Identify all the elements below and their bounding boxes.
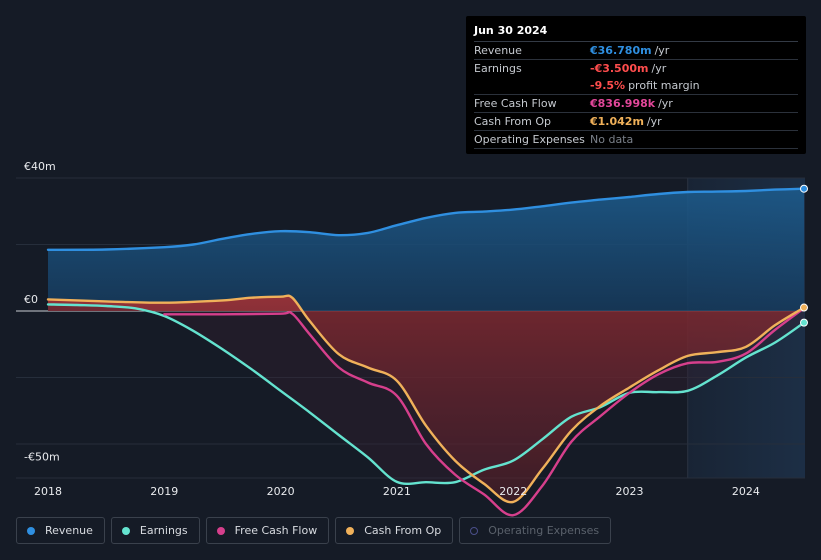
tooltip-panel: Jun 30 2024 Revenue €36.780m /yr Earning… bbox=[466, 16, 806, 154]
x-tick-label: 2023 bbox=[616, 485, 644, 498]
earnings-line bbox=[46, 303, 806, 486]
y-tick-label: €40m bbox=[24, 160, 56, 173]
y-tick-label: -€50m bbox=[24, 451, 60, 464]
tooltip-row-margin: -9.5% profit margin bbox=[474, 77, 798, 95]
tooltip-label: Free Cash Flow bbox=[474, 97, 557, 110]
legend-revenue[interactable]: Revenue bbox=[16, 517, 105, 544]
cash-from-op-area bbox=[48, 295, 804, 503]
cfo-dot-icon bbox=[346, 526, 355, 535]
x-tick-label: 2022 bbox=[499, 485, 527, 498]
tooltip-label: Earnings bbox=[474, 62, 522, 75]
cash-from-op-end-marker bbox=[800, 303, 808, 312]
legend-earnings[interactable]: Earnings bbox=[110, 517, 200, 544]
tooltip-label bbox=[474, 77, 590, 94]
tooltip-label: Operating Expenses bbox=[474, 133, 585, 146]
tooltip-unit: /yr bbox=[658, 97, 673, 110]
tooltip-row-earnings: Earnings -€3.500m /yr bbox=[474, 60, 798, 77]
x-tick-label: 2021 bbox=[383, 485, 411, 498]
fcf-dot-icon bbox=[216, 526, 225, 535]
cash-from-op-line bbox=[46, 294, 806, 504]
free-cash-flow-line bbox=[163, 307, 806, 517]
tooltip-label: Cash From Op bbox=[474, 115, 552, 128]
tooltip-row-cfo: Cash From Op €1.042m /yr bbox=[474, 113, 798, 131]
earnings-area bbox=[48, 304, 804, 484]
tooltip-value: €1.042m bbox=[590, 115, 644, 128]
revenue-line bbox=[46, 187, 806, 252]
legend-label: Free Cash Flow bbox=[234, 524, 318, 537]
legend-label: Operating Expenses bbox=[488, 524, 600, 537]
legend-cash-from-op[interactable]: Cash From Op bbox=[335, 517, 454, 544]
tooltip-label: Revenue bbox=[474, 44, 522, 57]
tooltip-row-fcf: Free Cash Flow €836.998k /yr bbox=[474, 95, 798, 113]
tooltip-unit: /yr bbox=[651, 62, 667, 75]
tooltip-date: Jun 30 2024 bbox=[474, 24, 798, 42]
legend: Revenue Earnings Free Cash Flow Cash Fro… bbox=[16, 517, 617, 544]
tooltip-row-opex: Operating Expenses No data bbox=[474, 131, 798, 149]
x-tick-label: 2018 bbox=[34, 485, 62, 498]
legend-label: Cash From Op bbox=[364, 524, 442, 537]
tooltip-unit: /yr bbox=[646, 115, 662, 128]
tooltip-value: -€3.500m bbox=[590, 62, 649, 75]
tooltip-value: No data bbox=[590, 133, 634, 146]
legend-free-cash-flow[interactable]: Free Cash Flow bbox=[205, 517, 330, 544]
x-tick-label: 2020 bbox=[267, 485, 295, 498]
tooltip-row-revenue: Revenue €36.780m /yr bbox=[474, 42, 798, 60]
y-tick-label: €0 bbox=[24, 293, 38, 306]
legend-label: Earnings bbox=[139, 524, 188, 537]
earnings-end-marker bbox=[800, 318, 808, 327]
x-tick-label: 2019 bbox=[150, 485, 178, 498]
tooltip-value: €836.998k bbox=[590, 97, 656, 110]
revenue-end-marker bbox=[800, 184, 808, 193]
opex-dot-icon bbox=[470, 526, 479, 535]
revenue-dot-icon bbox=[27, 526, 35, 535]
x-tick-label: 2024 bbox=[732, 485, 760, 498]
tooltip-unit: /yr bbox=[654, 44, 670, 57]
tooltip-value: -9.5% bbox=[590, 79, 626, 92]
legend-label: Revenue bbox=[45, 524, 93, 537]
legend-operating-expenses[interactable]: Operating Expenses bbox=[459, 517, 612, 544]
earnings-dot-icon bbox=[121, 526, 130, 535]
tooltip-value: €36.780m bbox=[590, 44, 652, 57]
revenue-area bbox=[48, 188, 804, 311]
tooltip-unit: profit margin bbox=[628, 79, 700, 92]
